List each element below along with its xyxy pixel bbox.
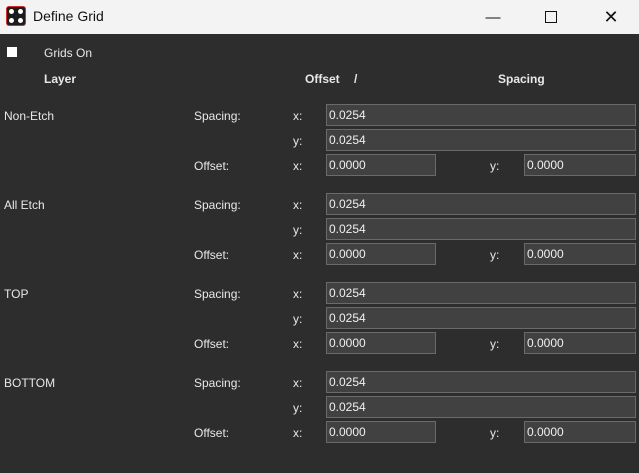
offset-y-label: y:: [490, 248, 500, 262]
offset-y-label: y:: [490, 159, 500, 173]
offset-x-input[interactable]: 0.0000: [326, 332, 436, 354]
offset-x-input[interactable]: 0.0000: [326, 421, 436, 443]
grids-on-checkbox[interactable]: [7, 47, 17, 57]
spacing-x-input[interactable]: 0.0254: [326, 104, 636, 126]
header-slash: /: [354, 72, 358, 86]
layer-name: TOP: [4, 287, 29, 301]
offset-x-label: x:: [293, 159, 303, 173]
spacing-x-input[interactable]: 0.0254: [326, 193, 636, 215]
close-button[interactable]: ✕: [588, 0, 634, 34]
layer-name: BOTTOM: [4, 376, 56, 390]
maximize-button[interactable]: [528, 0, 574, 34]
app-icon: [6, 6, 26, 26]
grids-on-label: Grids On: [44, 46, 93, 60]
spacing-x-label: x:: [293, 287, 303, 301]
offset-label: Offset:: [194, 248, 230, 262]
offset-label: Offset:: [194, 159, 230, 173]
spacing-x-label: x:: [293, 376, 303, 390]
spacing-label: Spacing:: [194, 198, 241, 212]
offset-y-input[interactable]: 0.0000: [524, 421, 636, 443]
layer-group: All Etch Spacing: x: 0.0254 y: 0.0254 Of…: [0, 193, 639, 273]
title-bar: Define Grid — ✕: [0, 0, 639, 34]
layer-name: Non-Etch: [4, 109, 55, 123]
spacing-y-input[interactable]: 0.0254: [326, 129, 636, 151]
offset-x-label: x:: [293, 248, 303, 262]
minimize-button[interactable]: —: [470, 0, 516, 34]
layer-group: BOTTOM Spacing: x: 0.0254 y: 0.0254 Offs…: [0, 371, 639, 451]
offset-x-label: x:: [293, 337, 303, 351]
spacing-x-label: x:: [293, 198, 303, 212]
spacing-x-label: x:: [293, 109, 303, 123]
maximize-icon: [545, 11, 557, 23]
offset-x-input[interactable]: 0.0000: [326, 243, 436, 265]
spacing-y-input[interactable]: 0.0254: [326, 307, 636, 329]
offset-x-input[interactable]: 0.0000: [326, 154, 436, 176]
spacing-label: Spacing:: [194, 287, 241, 301]
spacing-y-label: y:: [293, 223, 303, 237]
spacing-label: Spacing:: [194, 109, 241, 123]
offset-y-label: y:: [490, 426, 500, 440]
offset-y-label: y:: [490, 337, 500, 351]
layer-name: All Etch: [4, 198, 45, 212]
layer-group: Non-Etch Spacing: x: 0.0254 y: 0.0254 Of…: [0, 104, 639, 184]
offset-header: Offset: [305, 72, 340, 86]
offset-x-label: x:: [293, 426, 303, 440]
offset-label: Offset:: [194, 337, 230, 351]
spacing-y-input[interactable]: 0.0254: [326, 218, 636, 240]
layer-header: Layer: [44, 72, 77, 86]
spacing-header: Spacing: [498, 72, 545, 86]
offset-y-input[interactable]: 0.0000: [524, 154, 636, 176]
offset-y-input[interactable]: 0.0000: [524, 243, 636, 265]
spacing-x-input[interactable]: 0.0254: [326, 282, 636, 304]
spacing-x-input[interactable]: 0.0254: [326, 371, 636, 393]
close-icon: ✕: [603, 6, 619, 27]
spacing-y-label: y:: [293, 401, 303, 415]
offset-label: Offset:: [194, 426, 230, 440]
window-title: Define Grid: [33, 8, 104, 24]
spacing-y-input[interactable]: 0.0254: [326, 396, 636, 418]
spacing-y-label: y:: [293, 134, 303, 148]
layer-group: TOP Spacing: x: 0.0254 y: 0.0254 Offset:…: [0, 282, 639, 362]
spacing-label: Spacing:: [194, 376, 241, 390]
offset-y-input[interactable]: 0.0000: [524, 332, 636, 354]
minimize-icon: —: [485, 8, 501, 26]
spacing-y-label: y:: [293, 312, 303, 326]
